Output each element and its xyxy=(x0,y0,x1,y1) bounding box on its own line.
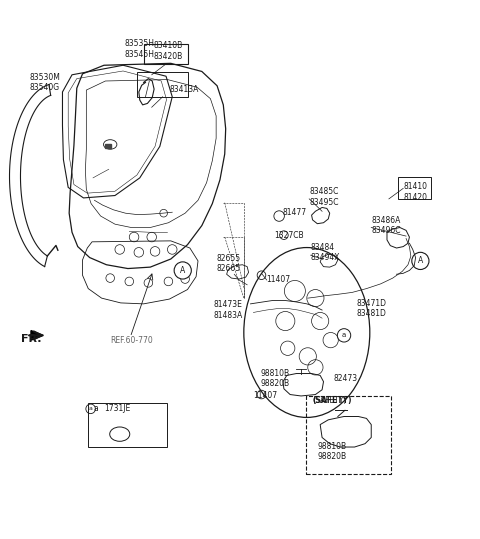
Text: (SAFETY): (SAFETY) xyxy=(312,396,347,405)
Text: a: a xyxy=(342,333,346,338)
Text: 83471D
83481D: 83471D 83481D xyxy=(357,299,387,319)
Circle shape xyxy=(337,329,351,342)
Text: a: a xyxy=(89,406,93,411)
Text: 81410
81420: 81410 81420 xyxy=(403,183,427,202)
Text: 1327CB: 1327CB xyxy=(275,231,304,240)
Bar xyxy=(398,177,431,199)
Text: 98810B
98820B: 98810B 98820B xyxy=(317,442,347,461)
Text: 83410B
83420B: 83410B 83420B xyxy=(153,41,182,60)
Text: 83484
83494X: 83484 83494X xyxy=(311,243,340,262)
Text: 1731JE: 1731JE xyxy=(104,404,130,413)
Text: A: A xyxy=(418,257,423,265)
Text: 11407: 11407 xyxy=(253,391,277,400)
Text: 83413A: 83413A xyxy=(169,85,199,94)
Text: 98810B
98820B: 98810B 98820B xyxy=(260,369,289,388)
Text: 83535H
83545H: 83535H 83545H xyxy=(124,39,155,59)
Text: 11407: 11407 xyxy=(266,275,290,285)
Text: 81477: 81477 xyxy=(283,208,307,217)
Polygon shape xyxy=(31,330,43,340)
Text: FR.: FR. xyxy=(22,334,42,344)
Text: 83485C
83495C: 83485C 83495C xyxy=(309,187,339,206)
Circle shape xyxy=(174,262,192,279)
Text: 83530M
83540G: 83530M 83540G xyxy=(29,73,60,92)
Text: 81473E
81483A: 81473E 81483A xyxy=(214,300,243,320)
Bar xyxy=(306,397,391,474)
Text: A: A xyxy=(180,266,185,275)
Text: (SAFETY): (SAFETY) xyxy=(312,396,352,405)
Text: REF.60-770: REF.60-770 xyxy=(110,336,153,344)
Bar xyxy=(106,144,111,148)
Circle shape xyxy=(412,252,429,270)
Bar xyxy=(88,403,167,447)
Bar xyxy=(144,44,188,64)
Text: a: a xyxy=(93,404,98,413)
Text: 82655
82665: 82655 82665 xyxy=(216,254,240,273)
Text: 82473: 82473 xyxy=(333,374,357,383)
Bar xyxy=(137,72,188,96)
Text: 83486A
83496C: 83486A 83496C xyxy=(371,216,401,236)
